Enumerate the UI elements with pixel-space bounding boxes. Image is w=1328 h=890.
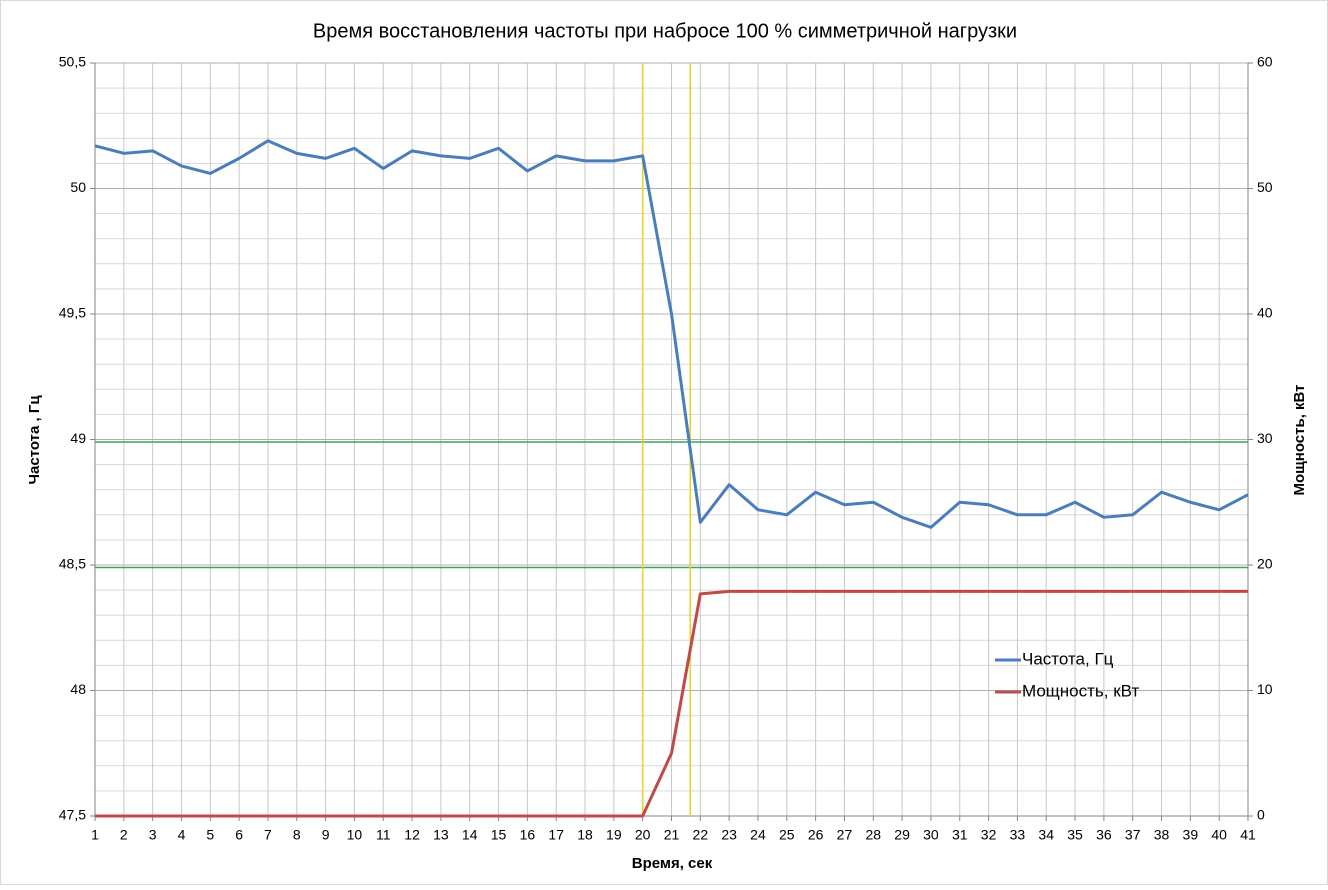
x-tick-label: 7 bbox=[264, 827, 272, 843]
y-tick-label: 50 bbox=[70, 179, 86, 195]
x-tick-label: 21 bbox=[664, 827, 680, 843]
legend-label: Частота, Гц bbox=[1022, 649, 1114, 668]
x-tick-label: 33 bbox=[1010, 827, 1026, 843]
x-tick-label: 26 bbox=[808, 827, 824, 843]
x-tick-label: 16 bbox=[520, 827, 536, 843]
x-tick-label: 37 bbox=[1125, 827, 1141, 843]
x-tick-label: 6 bbox=[235, 827, 243, 843]
x-tick-label: 41 bbox=[1240, 827, 1256, 843]
x-tick-label: 27 bbox=[837, 827, 853, 843]
x-tick-label: 36 bbox=[1096, 827, 1112, 843]
x-tick-label: 10 bbox=[347, 827, 363, 843]
y2-tick-label: 10 bbox=[1257, 681, 1273, 697]
x-tick-label: 8 bbox=[293, 827, 301, 843]
y-tick-label: 48,5 bbox=[59, 556, 86, 572]
x-tick-label: 40 bbox=[1211, 827, 1227, 843]
x-tick-label: 19 bbox=[606, 827, 622, 843]
x-tick-label: 5 bbox=[206, 827, 214, 843]
x-tick-label: 29 bbox=[894, 827, 910, 843]
y-tick-label: 49 bbox=[70, 430, 86, 446]
x-tick-label: 1 bbox=[91, 827, 99, 843]
chart-title: Время восстановления частоты при набросе… bbox=[313, 20, 1017, 42]
x-tick-label: 38 bbox=[1154, 827, 1170, 843]
y2-tick-label: 30 bbox=[1257, 430, 1273, 446]
series-line bbox=[95, 589, 1248, 818]
x-tick-label: 9 bbox=[322, 827, 330, 843]
x-tick-label: 17 bbox=[548, 827, 564, 843]
y2-tick-label: 0 bbox=[1257, 807, 1265, 823]
x-tick-label: 13 bbox=[433, 827, 449, 843]
x-axis-title: Время, сек bbox=[632, 855, 713, 872]
x-tick-label: 23 bbox=[721, 827, 737, 843]
x-tick-label: 28 bbox=[865, 827, 881, 843]
y2-tick-label: 50 bbox=[1257, 179, 1273, 195]
y-tick-label: 47,5 bbox=[59, 807, 86, 823]
x-tick-label: 24 bbox=[750, 827, 766, 843]
x-tick-label: 34 bbox=[1038, 827, 1054, 843]
x-tick-label: 32 bbox=[981, 827, 997, 843]
y-tick-label: 50,5 bbox=[59, 54, 86, 70]
y2-tick-label: 60 bbox=[1257, 54, 1273, 70]
y2-tick-label: 20 bbox=[1257, 556, 1273, 572]
x-tick-label: 2 bbox=[120, 827, 128, 843]
x-tick-label: 39 bbox=[1183, 827, 1199, 843]
x-tick-label: 31 bbox=[952, 827, 968, 843]
x-tick-label: 22 bbox=[693, 827, 709, 843]
x-tick-label: 12 bbox=[404, 827, 420, 843]
y2-axis-title: Мощность, кВт bbox=[1291, 384, 1308, 495]
x-tick-label: 14 bbox=[462, 827, 478, 843]
x-tick-label: 4 bbox=[178, 827, 186, 843]
x-tick-label: 11 bbox=[376, 827, 391, 843]
y2-tick-label: 40 bbox=[1257, 305, 1273, 321]
legend-label: Мощность, кВт bbox=[1022, 681, 1139, 700]
x-tick-label: 35 bbox=[1067, 827, 1083, 843]
series-line bbox=[94, 139, 1249, 529]
x-tick-label: 25 bbox=[779, 827, 795, 843]
x-tick-label: 15 bbox=[491, 827, 507, 843]
y-axis-title: Частота , Гц bbox=[26, 395, 43, 485]
x-tick-label: 3 bbox=[149, 827, 157, 843]
x-tick-label: 30 bbox=[923, 827, 939, 843]
x-tick-label: 18 bbox=[577, 827, 593, 843]
y-tick-label: 49,5 bbox=[59, 305, 86, 321]
x-tick-label: 20 bbox=[635, 827, 651, 843]
y-tick-label: 48 bbox=[70, 681, 86, 697]
